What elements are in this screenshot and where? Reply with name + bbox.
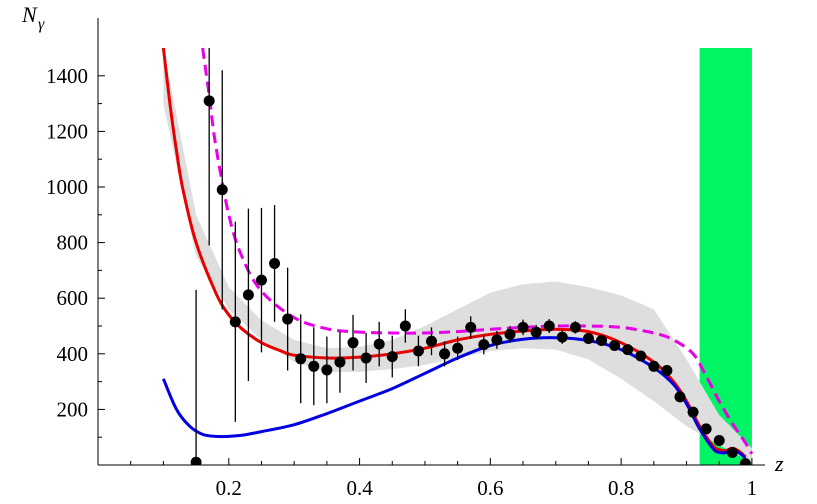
data-point [255, 274, 267, 286]
data-point [321, 364, 333, 376]
data-point [582, 333, 594, 345]
data-point [556, 331, 568, 343]
uncertainty-band [163, 48, 752, 463]
shaded-region [699, 48, 752, 465]
data-point [543, 320, 555, 332]
series-line-3 [162, 336, 747, 460]
data-point [426, 335, 437, 347]
data-point [648, 360, 660, 372]
data-point [739, 458, 751, 465]
data-point [373, 338, 385, 350]
data-point [517, 321, 529, 333]
y-tick-label: 400 [57, 342, 89, 366]
data-point [439, 348, 451, 360]
data-point [465, 321, 477, 333]
data-point [491, 334, 503, 346]
y-tick-label: 1200 [46, 119, 88, 143]
data-point [216, 184, 228, 196]
y-axis-label-main: N [21, 2, 38, 27]
y-tick-label: 1000 [46, 175, 88, 199]
data-point [713, 435, 725, 447]
data-point [347, 337, 359, 349]
data-point [596, 334, 608, 346]
data-point [190, 456, 202, 465]
data-point [203, 95, 215, 107]
data-point [452, 342, 464, 354]
data-point [478, 339, 490, 351]
data-point [661, 364, 673, 376]
y-tick-label: 200 [57, 397, 89, 421]
data-point [569, 321, 581, 333]
data-point [622, 344, 634, 356]
data-point [504, 328, 516, 340]
data-point [282, 313, 294, 325]
x-tick-label: 1 [747, 476, 758, 500]
data-point [674, 391, 686, 403]
data-point [269, 257, 281, 269]
data-point [399, 320, 411, 332]
data-point [386, 351, 398, 363]
series-line-1 [201, 47, 754, 455]
data-point [412, 345, 424, 357]
data-point [530, 326, 542, 338]
x-axis-label: z [774, 451, 784, 476]
x-tick-label: 0.4 [346, 476, 373, 500]
data-point [726, 446, 738, 458]
data-point [609, 339, 621, 351]
data-point [360, 352, 372, 364]
data-point [334, 356, 346, 368]
y-tick-label: 600 [57, 286, 89, 310]
data-point [295, 353, 307, 365]
data-point [229, 316, 241, 328]
data-point [308, 360, 320, 372]
x-tick-label: 0.6 [477, 476, 503, 500]
x-tick-label: 0.2 [216, 476, 242, 500]
data-point [687, 406, 699, 418]
x-tick-label: 0.8 [608, 476, 634, 500]
y-tick-label: 1400 [46, 64, 88, 88]
data-point [242, 289, 254, 301]
y-axis-label-sub: γ [38, 16, 45, 33]
data-point [635, 350, 647, 362]
y-tick-label: 800 [57, 231, 89, 255]
data-point [700, 423, 712, 435]
